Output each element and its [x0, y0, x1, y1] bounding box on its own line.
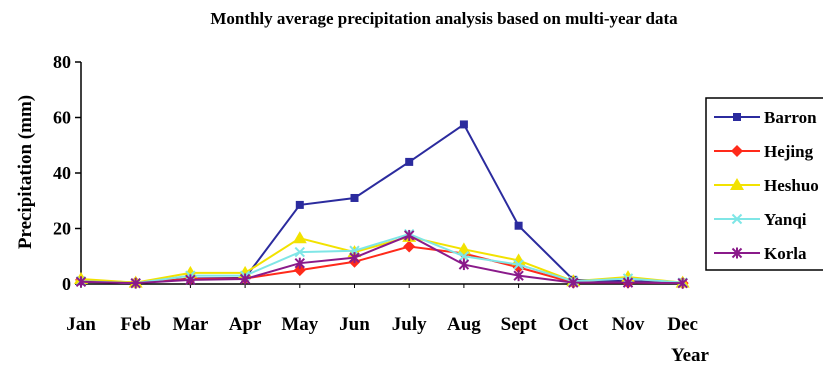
- series-line-yanqi: [80, 232, 683, 285]
- legend-label: Barron: [764, 108, 817, 127]
- data-point: [514, 221, 523, 230]
- data-point: [130, 277, 141, 289]
- x-tick-label: Jan: [66, 314, 96, 335]
- data-point: [239, 273, 251, 285]
- legend-item-korla: Korla: [714, 244, 807, 263]
- series-line-heshuo: [80, 235, 683, 284]
- data-point: [292, 231, 307, 244]
- legend-marker: [731, 213, 743, 225]
- series-layer: [74, 120, 690, 290]
- data-point: [294, 257, 306, 269]
- data-point: [458, 259, 470, 271]
- x-tick-label: Sept: [501, 314, 538, 335]
- legend-item-yanqi: Yanqi: [714, 210, 807, 229]
- legend-marker: [730, 178, 744, 190]
- x-tick-label: Nov: [612, 314, 645, 335]
- x-tick-label: Aug: [447, 314, 481, 335]
- data-point: [405, 157, 414, 166]
- x-tick-label: Jun: [339, 314, 370, 335]
- data-point: [622, 277, 634, 289]
- data-point: [513, 270, 524, 282]
- data-point: [75, 276, 87, 288]
- chart-title: Monthly average precipitation analysis b…: [210, 9, 678, 28]
- y-axis-ticks: 0 20 40 60 80: [53, 52, 81, 294]
- series-line-barron: [80, 122, 683, 285]
- data-point: [513, 259, 524, 270]
- data-point: [350, 193, 359, 202]
- legend-marker: [733, 113, 741, 121]
- x-tick-label: Mar: [172, 314, 208, 335]
- data-point: [294, 246, 306, 258]
- legend-marker: [731, 145, 743, 157]
- series-korla: [75, 229, 688, 289]
- y-tick-label: 60: [53, 108, 71, 128]
- x-tick-label: May: [281, 314, 318, 335]
- x-tick-label: July: [392, 314, 427, 335]
- x-axis-label: Year: [671, 345, 710, 366]
- legend-marker: [731, 247, 743, 259]
- x-tick-label: Apr: [229, 314, 262, 335]
- data-point: [456, 242, 471, 255]
- data-point: [185, 274, 196, 286]
- data-point: [459, 120, 468, 129]
- x-axis-ticks: Jan Feb Mar Apr May Jun July Aug Sept Oct Nov Dec: [66, 284, 698, 335]
- y-tick-label: 20: [53, 219, 71, 239]
- legend-item-heshuo: Heshuo: [714, 176, 819, 195]
- x-tick-label: Feb: [120, 314, 151, 335]
- x-tick-label: Dec: [667, 314, 698, 335]
- data-point: [403, 229, 415, 241]
- data-point: [568, 277, 579, 289]
- data-point: [458, 251, 470, 262]
- y-tick-label: 80: [53, 52, 71, 72]
- legend-item-barron: Barron: [714, 108, 817, 127]
- y-axis-label: Precipitation (mm): [15, 95, 36, 249]
- data-point: [403, 240, 416, 253]
- x-tick-label: Oct: [559, 314, 589, 335]
- data-point: [677, 277, 688, 289]
- series-barron: [77, 120, 687, 288]
- legend-item-hejing: Hejing: [714, 142, 814, 161]
- y-tick-label: 0: [62, 274, 71, 294]
- legend-label: Korla: [764, 244, 807, 263]
- data-point: [349, 252, 360, 264]
- legend: Barron Hejing Heshuo Yanqi Korla: [705, 97, 823, 271]
- legend-label: Hejing: [764, 142, 814, 161]
- y-tick-label: 40: [53, 163, 71, 183]
- legend-label: Yanqi: [764, 210, 807, 229]
- series-line-korla: [80, 234, 683, 285]
- data-point: [295, 200, 304, 209]
- legend-label: Heshuo: [764, 176, 819, 195]
